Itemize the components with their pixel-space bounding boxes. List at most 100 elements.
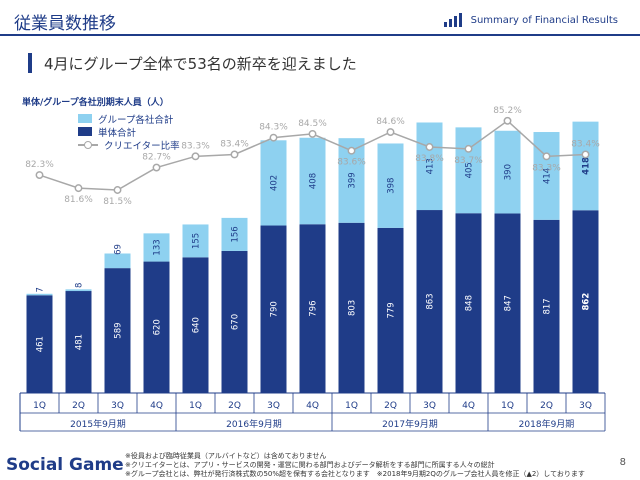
footnote-2: ※クリエイターとは、アプリ・サービスの開発・運営に関わる部門およびデータ解析をす… [125, 461, 495, 469]
single-value-label-14: 817 [543, 298, 553, 314]
creator-ratio-label-8: 84.5% [298, 119, 327, 129]
bar-group-12 [455, 127, 482, 214]
bar-group-10 [377, 143, 404, 228]
bar-single-10 [377, 227, 404, 393]
page-title: 従業員数推移 [14, 14, 116, 34]
single-value-label-3: 589 [114, 322, 124, 338]
bar-single-14 [533, 219, 560, 393]
bar-group-1 [26, 293, 53, 296]
chart-legend: グループ各社合計 単体合計 クリエイター比率 [78, 112, 180, 152]
footnote-1: ※役員および臨時従業員（アルバイトなど）は含めておりません [125, 452, 327, 460]
group-value-label-5: 155 [192, 233, 202, 249]
x-tick-label-2: 2Q [72, 401, 85, 411]
creator-ratio-point-9 [347, 146, 356, 155]
single-value-label-5: 640 [192, 317, 202, 333]
bar-single-3 [104, 268, 131, 393]
bar-single-4 [143, 261, 170, 393]
single-value-label-2: 481 [75, 334, 85, 350]
bar-single-1 [26, 295, 53, 393]
x-tick-label-13: 1Q [501, 401, 514, 411]
bar-chart-icon [443, 13, 462, 27]
creator-ratio-label-10: 84.6% [376, 117, 405, 127]
group-value-label-13: 390 [504, 164, 514, 180]
single-value-label-13: 847 [504, 295, 514, 311]
x-tick-label-11: 3Q [423, 401, 436, 411]
x-tick-label-15: 3Q [579, 401, 592, 411]
creator-ratio-label-15: 83.4% [571, 139, 600, 149]
legend-swatch-single [78, 127, 92, 136]
legend-label-creator: クリエイター比率 [104, 140, 180, 152]
group-value-label-4: 133 [153, 239, 163, 255]
group-label-4: 2018年9月期 [519, 418, 575, 430]
watermark-text: Social Game Info [6, 455, 124, 475]
legend-swatch-group [78, 114, 92, 123]
bar-group-15 [572, 121, 599, 211]
legend-line-icon [78, 140, 98, 149]
single-value-label-6: 670 [231, 314, 241, 330]
legend-item-single: 単体合計 [78, 125, 180, 139]
bar-group-14 [533, 132, 560, 220]
single-value-label-1: 461 [36, 336, 46, 352]
watermark-logo: Social Game Info [6, 455, 124, 475]
bar-single-8 [299, 224, 326, 393]
single-value-label-7: 790 [270, 301, 280, 317]
group-value-label-14: 414 [543, 168, 553, 184]
creator-ratio-label-12: 83.7% [454, 156, 483, 166]
x-tick-label-14: 2Q [540, 401, 553, 411]
footnotes: ※役員および臨時従業員（アルバイトなど）は含めておりません ※クリエイターとは、… [125, 452, 585, 479]
group-value-label-2: 8 [75, 283, 85, 288]
legend-label-group: グループ各社合計 [98, 114, 174, 126]
creator-ratio-point-8 [308, 129, 317, 138]
headline: 4月にグループ全体で53名の新卒を迎えました [44, 55, 357, 73]
group-label-2: 2016年9月期 [226, 418, 282, 430]
legend-item-creator: クリエイター比率 [78, 138, 180, 152]
creator-ratio-label-14: 83.3% [532, 163, 561, 173]
single-value-label-4: 620 [153, 319, 163, 335]
summary-header: Summary of Financial Results [443, 12, 618, 28]
group-value-label-8: 408 [309, 173, 319, 189]
creator-ratio-label-5: 83.3% [181, 141, 210, 151]
creator-ratio-point-14 [542, 152, 551, 161]
single-value-label-15: 862 [582, 293, 592, 311]
bar-single-5 [182, 257, 209, 393]
creator-ratio-point-5 [191, 152, 200, 161]
group-value-label-15: 418 [582, 157, 592, 175]
headline-accent [28, 53, 32, 73]
bar-single-11 [416, 210, 443, 393]
creator-ratio-point-4 [152, 163, 161, 172]
bar-single-12 [455, 213, 482, 393]
single-value-label-12: 848 [465, 295, 475, 311]
legend-label-single: 単体合計 [98, 127, 137, 139]
group-label-3: 2017年9月期 [382, 418, 438, 430]
creator-ratio-label-13: 85.2% [493, 106, 522, 116]
creator-ratio-label-3: 81.5% [103, 197, 132, 207]
creator-ratio-point-12 [464, 144, 473, 153]
x-tick-label-3: 3Q [111, 401, 124, 411]
group-label-1: 2015年9月期 [70, 418, 126, 430]
creator-ratio-label-6: 83.4% [220, 139, 249, 149]
bar-single-15 [572, 210, 599, 393]
x-tick-label-6: 2Q [228, 401, 241, 411]
creator-ratio-point-11 [425, 143, 434, 151]
creator-ratio-point-2 [74, 184, 83, 193]
creator-ratio-point-7 [269, 133, 278, 142]
legend-item-group: グループ各社合計 [78, 112, 180, 126]
group-value-label-11: 413 [426, 158, 436, 174]
single-value-label-11: 863 [426, 293, 436, 309]
creator-ratio-label-11: 83.8% [415, 154, 444, 164]
single-value-label-9: 803 [348, 300, 358, 316]
group-value-label-3: 69 [114, 244, 124, 255]
creator-ratio-point-15 [581, 150, 590, 159]
x-tick-label-4: 4Q [150, 401, 163, 411]
bar-single-13 [494, 213, 521, 393]
bar-group-4 [143, 233, 170, 262]
x-tick-label-5: 1Q [189, 401, 202, 411]
bar-group-5 [182, 224, 209, 258]
x-tick-label-10: 2Q [384, 401, 397, 411]
group-value-label-7: 402 [270, 175, 280, 191]
x-tick-label-1: 1Q [33, 401, 46, 411]
creator-ratio-point-13 [503, 116, 512, 125]
single-value-label-10: 779 [387, 302, 397, 318]
summary-label: Summary of Financial Results [470, 14, 618, 26]
bar-group-3 [104, 253, 131, 269]
